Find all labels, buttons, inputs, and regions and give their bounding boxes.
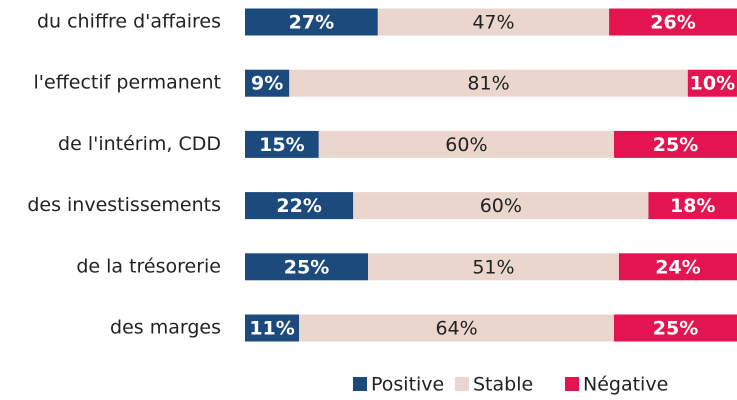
value-label: 60% <box>445 134 487 156</box>
value-label: 25% <box>284 256 329 278</box>
legend-label: Stable <box>473 374 533 396</box>
category-label: de l'intérim, CDD <box>58 133 221 155</box>
legend-label: Positive <box>371 374 444 396</box>
bar-segment <box>245 253 368 281</box>
value-label: 15% <box>259 134 304 156</box>
bar-segment <box>245 69 290 97</box>
category-label: l'effectif permanent <box>34 72 221 94</box>
legend-swatch <box>353 377 367 391</box>
value-label: 51% <box>472 256 514 278</box>
value-label: 27% <box>289 12 334 34</box>
value-label: 25% <box>653 134 698 156</box>
bar-segment <box>648 192 737 220</box>
value-label: 64% <box>435 318 477 340</box>
value-label: 60% <box>480 195 522 217</box>
value-label: 81% <box>467 73 509 95</box>
bar-segment <box>687 69 737 97</box>
legend-label: Négative <box>583 374 668 396</box>
legend-swatch <box>565 377 579 391</box>
bar-segment <box>614 314 737 342</box>
value-label: 10% <box>690 73 735 95</box>
bar-segment <box>614 130 737 158</box>
bar-segment <box>245 192 354 220</box>
category-label: de la trésorerie <box>76 255 221 277</box>
value-label: 26% <box>650 12 695 34</box>
bar-segment <box>318 130 614 158</box>
bar-segment <box>353 192 649 220</box>
bar-segment <box>299 314 614 342</box>
bar-segment <box>245 8 378 36</box>
value-label: 24% <box>655 256 700 278</box>
bar-segment <box>377 8 610 36</box>
value-label: 11% <box>249 318 294 340</box>
bar-segment <box>618 253 737 281</box>
value-label: 18% <box>670 195 715 217</box>
category-label: des investissements <box>27 194 221 216</box>
legend-swatch <box>455 377 469 391</box>
value-label: 47% <box>472 12 514 34</box>
bar-segment <box>289 69 688 97</box>
value-label: 25% <box>653 318 698 340</box>
bar-segment <box>245 314 300 342</box>
bar-segment <box>245 130 319 158</box>
category-label: des marges <box>110 317 221 339</box>
bar-segment <box>609 8 737 36</box>
category-label: du chiffre d'affaires <box>37 11 221 33</box>
bar-segment <box>368 253 619 281</box>
value-label: 9% <box>251 73 283 95</box>
value-label: 22% <box>276 195 321 217</box>
